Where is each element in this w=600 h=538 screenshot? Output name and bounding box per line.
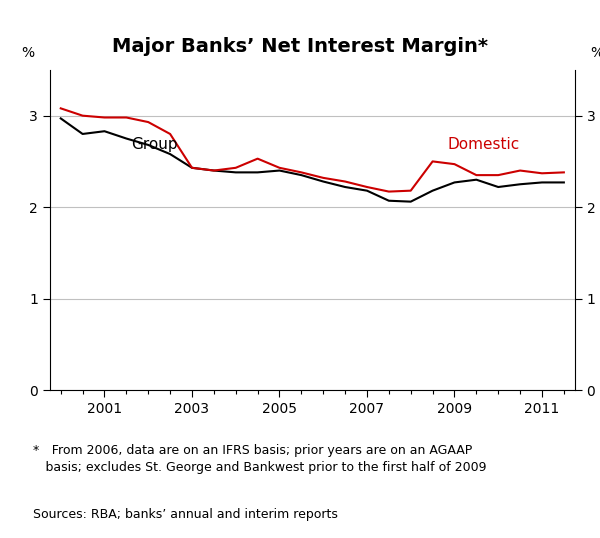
Text: Sources: RBA; banks’ annual and interim reports: Sources: RBA; banks’ annual and interim … <box>33 508 338 521</box>
Text: Major Banks’ Net Interest Margin*: Major Banks’ Net Interest Margin* <box>112 38 488 56</box>
Text: %: % <box>590 46 600 60</box>
Text: %: % <box>21 46 34 60</box>
Text: Group: Group <box>131 137 178 152</box>
Text: Domestic: Domestic <box>448 137 520 152</box>
Text: * From 2006, data are on an IFRS basis; prior years are on an AGAAP
 basis; excl: * From 2006, data are on an IFRS basis; … <box>33 444 487 474</box>
